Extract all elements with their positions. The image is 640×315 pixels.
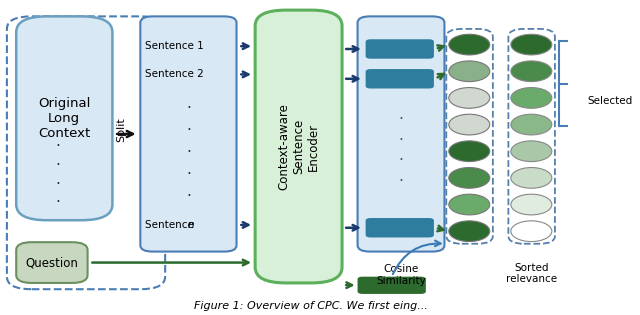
Text: Sentence 2: Sentence 2 — [145, 69, 204, 79]
Text: Context-aware
Sentence
Encoder: Context-aware Sentence Encoder — [277, 103, 320, 190]
Text: ·: · — [56, 158, 61, 173]
FancyBboxPatch shape — [365, 69, 434, 89]
FancyBboxPatch shape — [140, 16, 237, 252]
FancyBboxPatch shape — [358, 16, 444, 252]
Circle shape — [511, 61, 552, 82]
Circle shape — [511, 141, 552, 162]
Text: ·: · — [186, 145, 191, 160]
Text: ·: · — [399, 174, 403, 188]
Text: n: n — [188, 220, 194, 230]
Circle shape — [511, 221, 552, 242]
FancyBboxPatch shape — [16, 242, 88, 283]
FancyBboxPatch shape — [358, 277, 426, 294]
Circle shape — [511, 34, 552, 55]
Text: ·: · — [56, 139, 61, 154]
Circle shape — [449, 88, 490, 108]
FancyBboxPatch shape — [16, 16, 113, 220]
Text: ·: · — [399, 133, 403, 148]
Circle shape — [511, 88, 552, 108]
Circle shape — [449, 141, 490, 162]
Circle shape — [449, 61, 490, 82]
Text: Sorted
relevance: Sorted relevance — [506, 263, 557, 284]
Text: Sentence 1: Sentence 1 — [145, 41, 204, 51]
Text: Split: Split — [116, 117, 127, 142]
Text: Original
Long
Context: Original Long Context — [38, 97, 90, 140]
Text: ·: · — [399, 153, 403, 168]
Text: Figure 1: Overview of CPC. We first eing...: Figure 1: Overview of CPC. We first eing… — [194, 301, 428, 311]
Circle shape — [511, 194, 552, 215]
FancyBboxPatch shape — [365, 39, 434, 59]
Circle shape — [511, 114, 552, 135]
Text: ·: · — [56, 196, 61, 210]
FancyBboxPatch shape — [365, 218, 434, 238]
Circle shape — [449, 168, 490, 188]
FancyBboxPatch shape — [255, 10, 342, 283]
Circle shape — [449, 114, 490, 135]
Circle shape — [449, 221, 490, 242]
Text: Question: Question — [26, 256, 78, 269]
Circle shape — [449, 34, 490, 55]
Text: ·: · — [186, 101, 191, 116]
Text: Cosine
Similarity: Cosine Similarity — [376, 264, 426, 286]
Text: Sentence: Sentence — [145, 220, 197, 230]
Text: Selected: Selected — [588, 96, 632, 106]
Text: ·: · — [186, 189, 191, 204]
Text: ·: · — [399, 112, 403, 127]
Text: ·: · — [56, 177, 61, 192]
Text: ·: · — [186, 167, 191, 182]
Circle shape — [511, 168, 552, 188]
Circle shape — [449, 194, 490, 215]
Text: ·: · — [186, 123, 191, 138]
